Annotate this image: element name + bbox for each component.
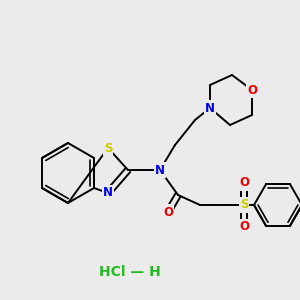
Text: O: O [247, 83, 257, 97]
Text: N: N [103, 187, 113, 200]
Text: S: S [104, 142, 112, 154]
Text: O: O [163, 206, 173, 218]
Text: O: O [239, 220, 249, 233]
Text: S: S [240, 199, 248, 212]
Text: N: N [205, 101, 215, 115]
Text: O: O [239, 176, 249, 190]
Text: N: N [155, 164, 165, 176]
Text: HCl — H: HCl — H [99, 265, 161, 279]
